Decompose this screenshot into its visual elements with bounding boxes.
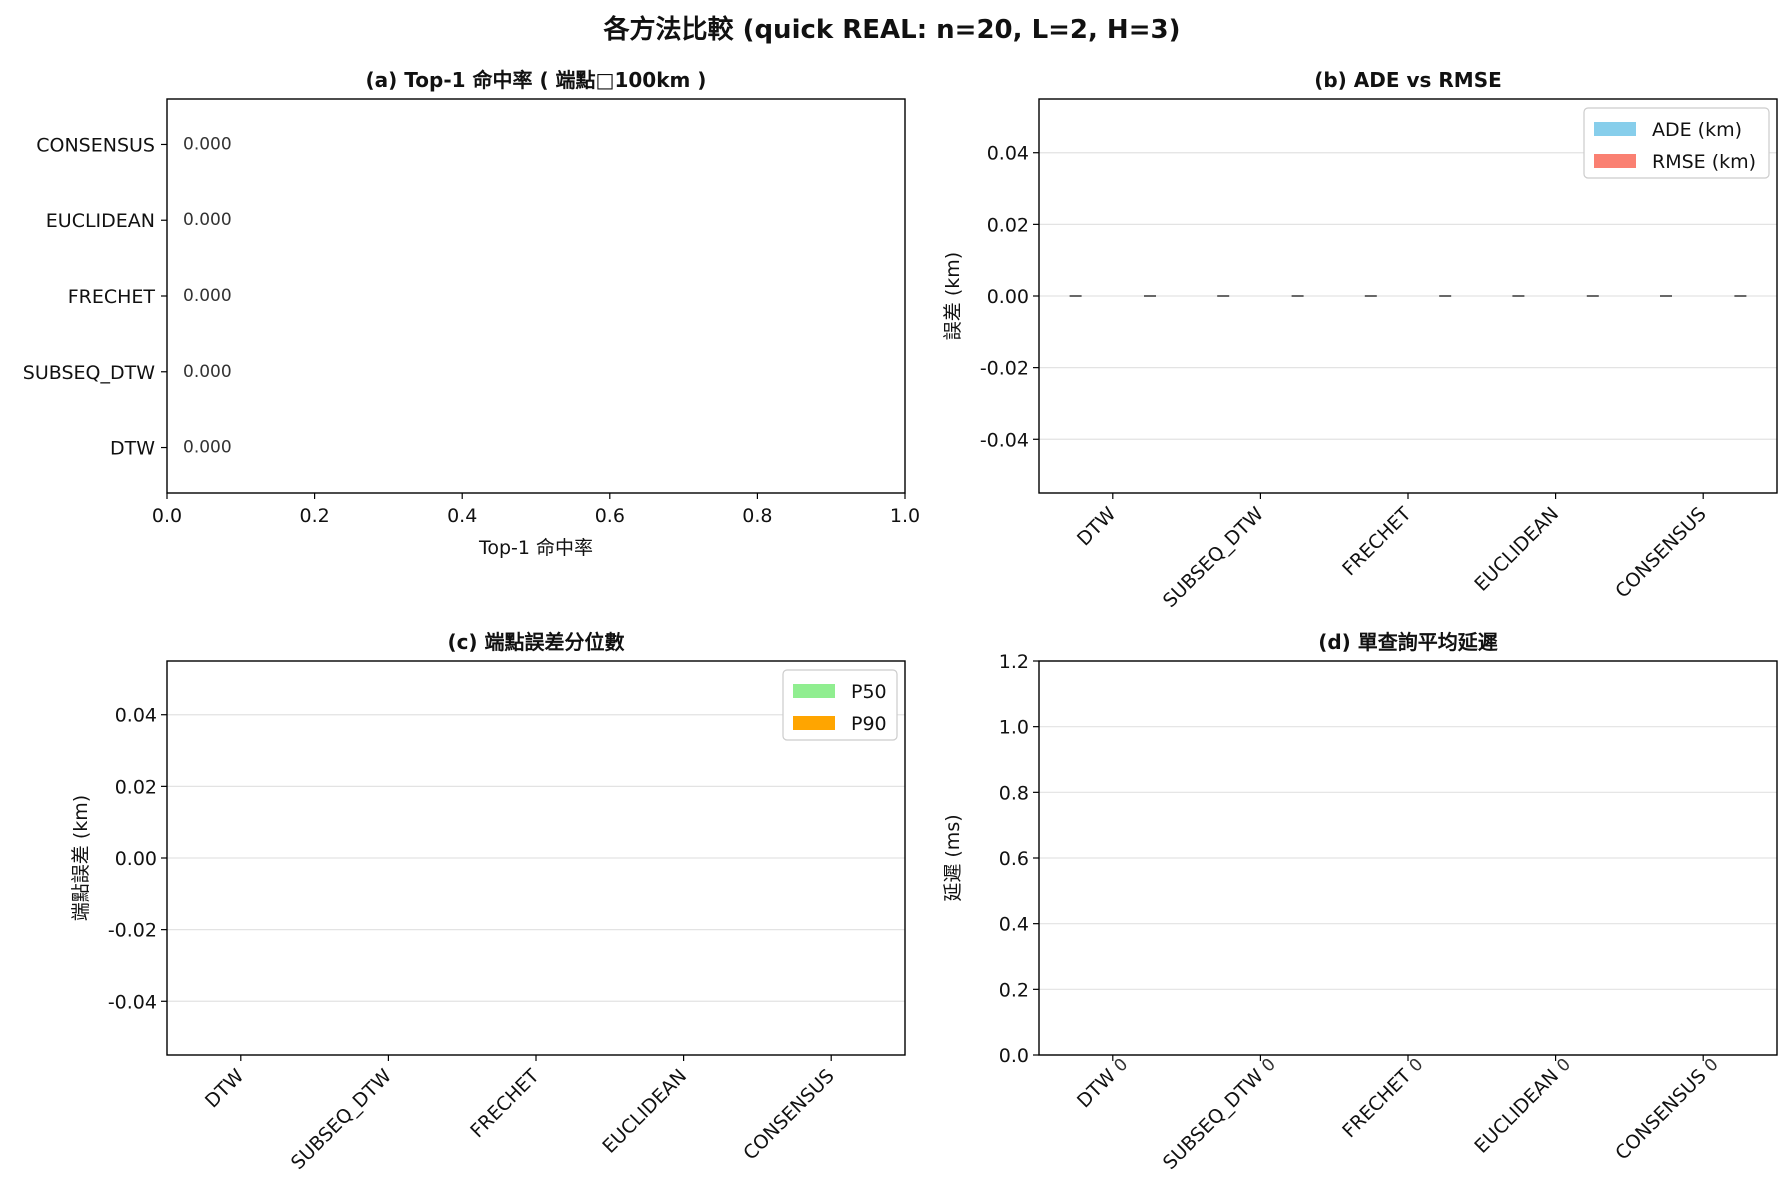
xtick-label-d-0: DTW [1073, 1065, 1121, 1113]
ytick-label-a-0: DTW [110, 438, 155, 460]
xtick-label-a-0: 0.0 [152, 505, 182, 527]
xtick-label-b-3: EUCLIDEAN [1470, 503, 1563, 596]
data-label-a-DTW: 0.000 [183, 438, 232, 458]
xtick-label-b-0: DTW [1073, 503, 1121, 551]
ylabel-d: 延遲 (ms) [942, 814, 964, 901]
xtick-label-d-1: SUBSEQ_DTW [1159, 1065, 1268, 1174]
data-label-d-SUBSEQ_DTW: 0 [1258, 1055, 1280, 1077]
panel-c-title: (c) 端點誤差分位數 [447, 630, 624, 654]
ytick-label-b-2: 0.00 [987, 286, 1029, 308]
axes-frame-a [166, 98, 906, 494]
xtick-label-c-4: CONSENSUS [739, 1065, 839, 1165]
xtick-label-c-3: EUCLIDEAN [598, 1065, 691, 1158]
panel-b-ade-vs-rmse: (b) ADE vs RMSE -0.04 -0.02 0.00 0.02 0.04 誤差 … [942, 68, 1778, 612]
legend-swatch-b-0 [1594, 122, 1636, 136]
xtick-label-a-5: 1.0 [890, 505, 920, 527]
ytick-label-b-1: -0.02 [980, 358, 1029, 380]
ytick-label-a-3: EUCLIDEAN [46, 210, 155, 232]
ytick-label-d-0: 0.0 [999, 1045, 1029, 1067]
xtick-label-d-2: FRECHET [1338, 1065, 1416, 1143]
ytick-label-d-4: 0.8 [999, 782, 1029, 804]
ytick-label-c-1: -0.02 [108, 920, 157, 942]
legend-b: ADE (km) RMSE (km) [1583, 107, 1770, 179]
data-label-a-EUCLIDEAN: 0.000 [183, 210, 232, 230]
xtick-label-a-1: 0.2 [299, 505, 329, 527]
ytick-label-b-4: 0.04 [987, 143, 1029, 165]
xtick-label-b-4: CONSENSUS [1611, 503, 1711, 603]
ytick-label-c-4: 0.04 [115, 705, 157, 727]
data-label-d-DTW: 0 [1110, 1055, 1132, 1077]
data-label-d-FRECHET: 0 [1406, 1055, 1428, 1077]
data-label-d-CONSENSUS: 0 [1701, 1055, 1723, 1077]
xtick-label-c-2: FRECHET [466, 1065, 544, 1143]
ytick-label-b-0: -0.04 [980, 429, 1029, 451]
xtick-label-d-4: CONSENSUS [1611, 1065, 1711, 1165]
ytick-label-a-4: CONSENSUS [36, 134, 155, 156]
data-label-a-FRECHET: 0.000 [183, 286, 232, 306]
panel-a-title: (a) Top-1 命中率 ( 端點□100km ) [366, 68, 707, 92]
legend-swatch-b-1 [1594, 154, 1636, 168]
ylabel-c: 端點誤差 (km) [70, 795, 92, 921]
xtick-label-b-1: SUBSEQ_DTW [1159, 503, 1268, 612]
legend-swatch-c-0 [793, 684, 835, 698]
data-label-d-EUCLIDEAN: 0 [1553, 1055, 1575, 1077]
legend-label-b-0: ADE (km) [1652, 119, 1742, 141]
ytick-label-b-3: 0.02 [987, 214, 1029, 236]
ylabel-b: 誤差 (km) [942, 252, 964, 340]
ytick-label-c-3: 0.02 [115, 776, 157, 798]
xtick-label-c-1: SUBSEQ_DTW [287, 1065, 396, 1174]
legend-label-c-0: P50 [851, 681, 887, 703]
xtick-label-c-0: DTW [201, 1065, 249, 1113]
legend-label-c-1: P90 [851, 713, 887, 735]
ytick-label-a-2: FRECHET [68, 286, 156, 308]
ytick-label-d-5: 1.0 [999, 717, 1029, 739]
ytick-label-d-3: 0.6 [999, 848, 1029, 870]
xtick-label-b-2: FRECHET [1338, 503, 1416, 581]
xlabel-a: Top-1 命中率 [478, 537, 593, 559]
legend-swatch-c-1 [793, 716, 835, 730]
panel-d-query-latency: (d) 單查詢平均延遲 0.0 0.2 0.4 0.6 0.8 1.0 1.2 延遲 (ms) D… [942, 630, 1778, 1174]
data-label-a-CONSENSUS: 0.000 [183, 134, 232, 154]
xtick-label-a-3: 0.6 [595, 505, 625, 527]
data-label-a-SUBSEQ_DTW: 0.000 [183, 362, 232, 382]
axes-frame-b [1038, 98, 1778, 494]
figure-suptitle: 各方法比較 (quick REAL: n=20, L=2, H=3) [603, 14, 1181, 45]
ytick-label-a-1: SUBSEQ_DTW [23, 362, 155, 384]
ytick-label-d-2: 0.4 [999, 914, 1029, 936]
panel-c-endpoint-error-quantiles: (c) 端點誤差分位數 -0.04 -0.02 0.00 0.02 0.04 端點誤差 (k… [70, 630, 906, 1174]
xtick-label-a-4: 0.8 [742, 505, 772, 527]
ytick-label-c-2: 0.00 [115, 848, 157, 870]
ytick-label-d-6: 1.2 [999, 651, 1029, 673]
ytick-label-d-1: 0.2 [999, 979, 1029, 1001]
axes-frame-c [166, 660, 906, 1056]
panel-b-title: (b) ADE vs RMSE [1314, 68, 1502, 92]
legend-label-b-1: RMSE (km) [1652, 151, 1756, 173]
xtick-label-a-2: 0.4 [447, 505, 477, 527]
ytick-label-c-0: -0.04 [108, 991, 157, 1013]
axes-frame-d [1038, 660, 1778, 1056]
xtick-label-d-3: EUCLIDEAN [1470, 1065, 1563, 1158]
panel-a-top1-hit-rate: (a) Top-1 命中率 ( 端點□100km ) 0.0 0.2 0.4 0.6 0.… [23, 68, 920, 559]
panel-d-title: (d) 單查詢平均延遲 [1318, 630, 1498, 654]
